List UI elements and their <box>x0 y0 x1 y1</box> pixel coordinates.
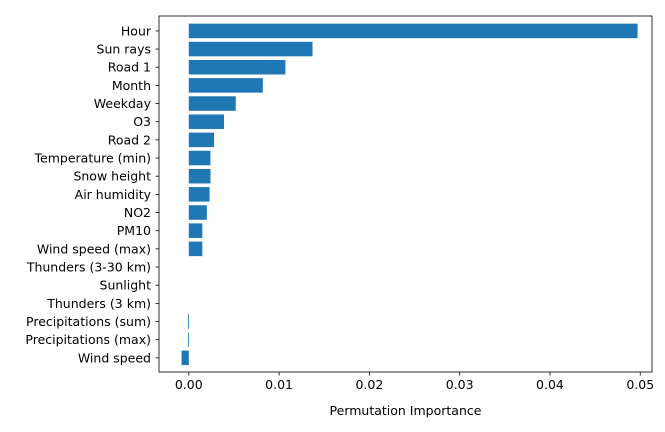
x-tick-label: 0.01 <box>265 377 293 392</box>
bar-road-2 <box>188 132 215 148</box>
y-tick-label: Road 1 <box>108 60 151 75</box>
y-tick-label: O3 <box>133 114 151 129</box>
x-tick-label: 0.04 <box>536 377 564 392</box>
y-tick-label: Precipitations (max) <box>25 332 151 347</box>
bar-wind-speed-max <box>188 241 203 257</box>
y-tick-label: Snow height <box>73 169 151 184</box>
y-tick-label: Hour <box>121 23 152 38</box>
bar-weekday <box>188 96 236 111</box>
bar-sun-rays <box>188 41 313 57</box>
bars-group <box>181 23 638 366</box>
bar-precipitations-sum <box>187 314 189 329</box>
y-tick-label: Air humidity <box>75 187 152 202</box>
y-axis: Hour Sun rays Road 1 Month Weekday O3 Road 2 Te… <box>25 23 159 365</box>
bar-air-humidity <box>188 187 210 202</box>
bar-o3 <box>188 114 225 129</box>
y-tick-label: Wind speed (max) <box>37 241 151 256</box>
y-tick-label: NO2 <box>124 205 151 220</box>
y-tick-label: Weekday <box>94 96 152 111</box>
y-tick-label: Sunlight <box>100 278 152 293</box>
y-tick-label: Thunders (3-30 km) <box>26 260 151 275</box>
y-tick-label: PM10 <box>117 223 151 238</box>
x-tick-label: 0.05 <box>626 377 654 392</box>
x-axis: 0.00 0.01 0.02 0.03 0.04 0.05 <box>175 372 654 392</box>
y-tick-label: Month <box>112 78 151 93</box>
x-axis-label: Permutation Importance <box>330 403 482 418</box>
bar-hour <box>188 23 638 39</box>
bar-road-1 <box>188 59 286 75</box>
x-tick-label: 0.00 <box>175 377 203 392</box>
x-tick-label: 0.03 <box>446 377 474 392</box>
y-tick-label: Precipitations (sum) <box>26 314 151 329</box>
y-tick-label: Thunders (3 km) <box>46 296 151 311</box>
bar-snow-height <box>188 168 211 184</box>
y-tick-label: Sun rays <box>97 42 151 57</box>
bar-no2 <box>188 205 207 220</box>
bar-month <box>188 78 263 93</box>
bar-precipitations-max <box>187 332 189 347</box>
x-tick-label: 0.02 <box>355 377 383 392</box>
bar-temperature-min <box>188 150 211 166</box>
bar-wind-speed <box>181 350 189 366</box>
y-tick-label: Wind speed <box>78 350 151 365</box>
y-tick-label: Temperature (min) <box>34 151 151 166</box>
bar-pm10 <box>188 223 203 238</box>
y-tick-label: Road 2 <box>108 132 151 147</box>
